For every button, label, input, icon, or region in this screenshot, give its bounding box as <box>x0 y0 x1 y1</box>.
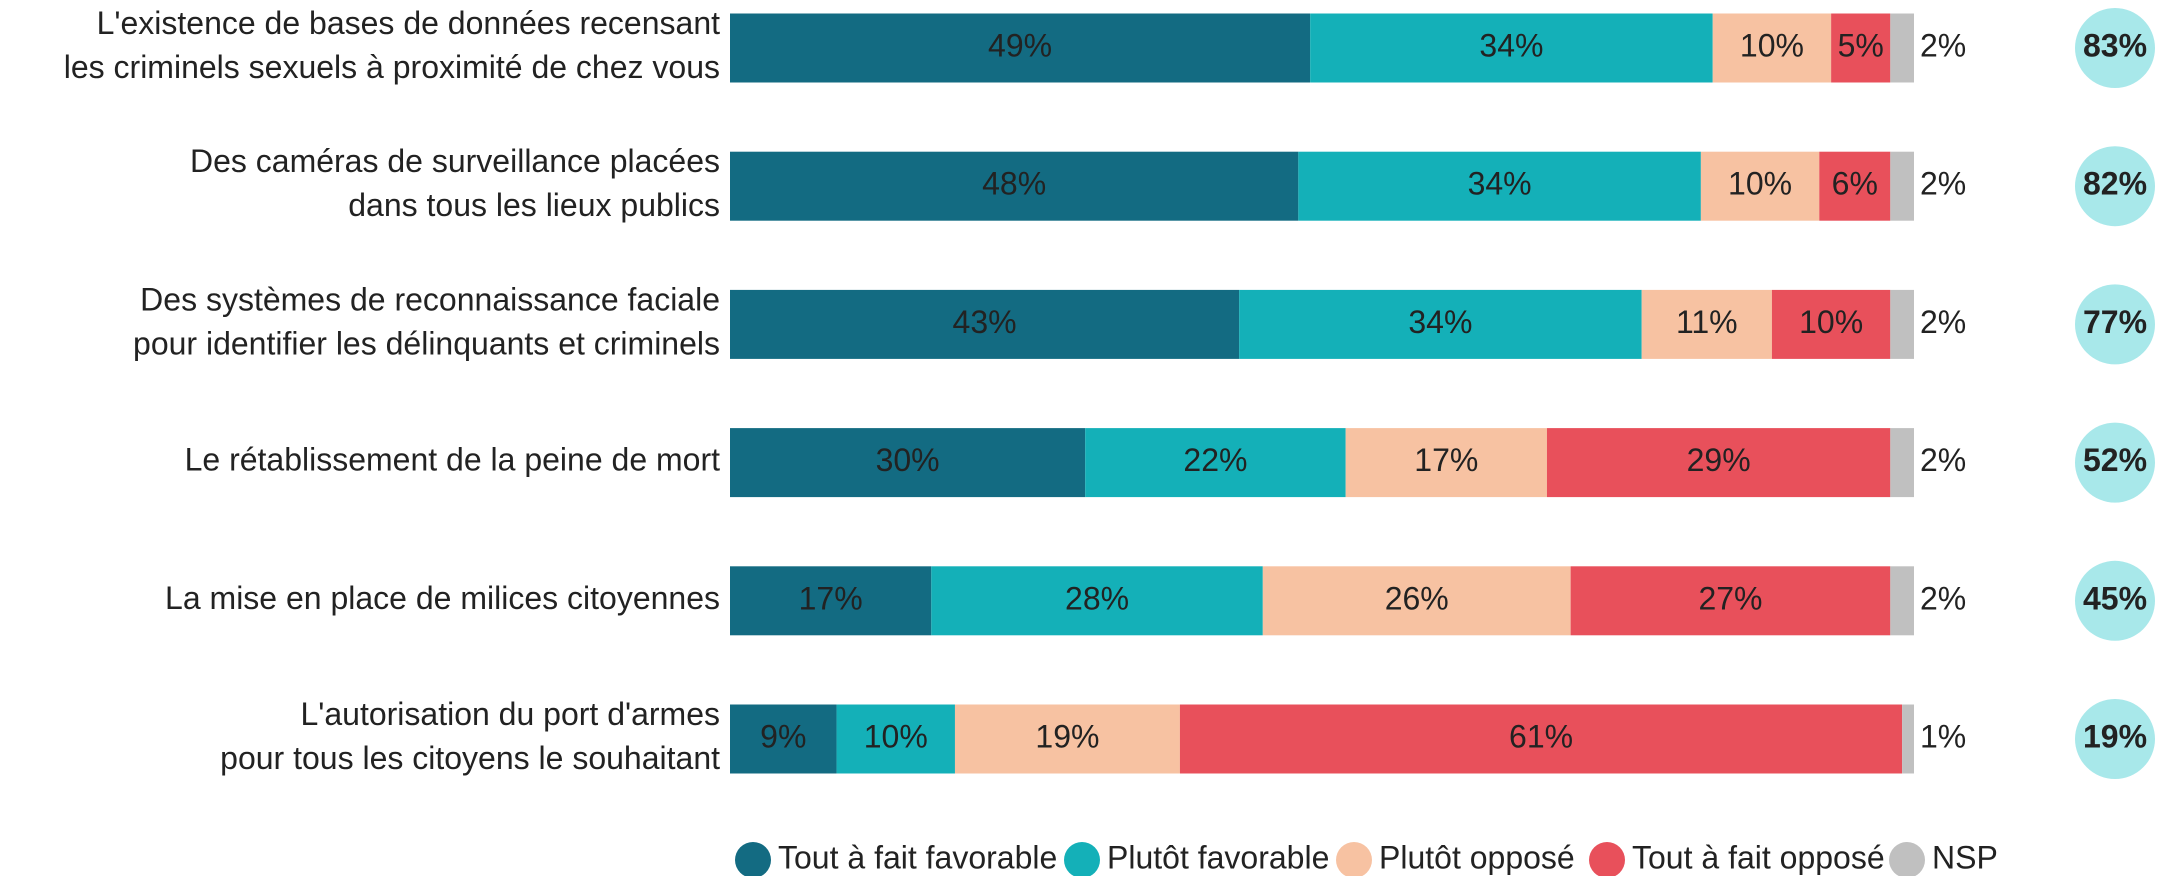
total-label: 77% <box>2083 304 2147 340</box>
bar-segment <box>730 704 837 774</box>
value-label: 2% <box>1920 27 1966 63</box>
bar-segment <box>730 289 1240 359</box>
legend-swatch <box>735 842 771 876</box>
bar-segment <box>1771 289 1891 359</box>
bar-segment <box>1831 13 1891 83</box>
value-label: 49% <box>988 27 1052 63</box>
value-label: 48% <box>982 166 1046 202</box>
value-label: 34% <box>1479 27 1543 63</box>
total-badge <box>2075 8 2155 88</box>
value-label: 5% <box>1838 27 1884 63</box>
bar-segment <box>1239 289 1642 359</box>
legend-label: Plutôt opposé <box>1379 839 1575 875</box>
value-label: 6% <box>1832 166 1878 202</box>
legend-label: Tout à fait opposé <box>1632 839 1885 875</box>
value-label: 29% <box>1687 442 1751 478</box>
value-label: 2% <box>1920 304 1966 340</box>
value-label: 61% <box>1509 718 1573 754</box>
bar-segment <box>1570 566 1891 636</box>
bar-segment <box>954 704 1180 774</box>
value-label: 34% <box>1408 304 1472 340</box>
value-label: 30% <box>876 442 940 478</box>
category-label: L'autorisation du port d'armes pour tous … <box>220 696 720 776</box>
total-badge <box>2075 284 2155 365</box>
total-label: 82% <box>2083 166 2147 202</box>
bar-segment <box>836 704 955 774</box>
category-label: Des systèmes de reconnaissance faciale po… <box>133 282 720 362</box>
legend-swatch <box>1889 842 1925 876</box>
value-label: 11% <box>1676 304 1738 340</box>
bar-segment <box>1890 289 1914 359</box>
category-label: Des caméras de surveillance placées dans … <box>190 144 720 224</box>
value-label: 27% <box>1698 580 1762 616</box>
total-badge <box>2075 146 2155 227</box>
bar-segment <box>1298 151 1701 221</box>
bar-segment <box>1546 428 1891 498</box>
total-label: 52% <box>2083 442 2147 478</box>
value-label: 28% <box>1065 580 1129 616</box>
bar-segment <box>1890 151 1914 221</box>
value-label: 19% <box>1035 718 1099 754</box>
value-label: 17% <box>1414 442 1478 478</box>
bar-segment <box>931 566 1263 636</box>
legend-label: NSP <box>1932 839 1998 875</box>
bar-segment <box>1712 13 1832 83</box>
value-label: 2% <box>1920 166 1966 202</box>
value-label: 2% <box>1920 580 1966 616</box>
value-label: 2% <box>1920 442 1966 478</box>
value-label: 10% <box>1728 166 1792 202</box>
total-badge <box>2075 422 2155 503</box>
value-label: 10% <box>1799 304 1863 340</box>
total-label: 19% <box>2083 718 2147 754</box>
legend-swatch <box>1589 842 1625 876</box>
value-label: 43% <box>953 304 1017 340</box>
bar-segment <box>730 566 932 636</box>
total-badge <box>2075 560 2155 641</box>
bar-segment <box>730 13 1311 83</box>
legend-swatch <box>1064 842 1100 876</box>
bar-segment <box>1345 428 1547 498</box>
category-label: La mise en place de milices citoyennes <box>165 580 720 616</box>
value-label: 26% <box>1385 580 1449 616</box>
legend-label: Tout à fait favorable <box>778 839 1057 875</box>
total-badge <box>2075 699 2155 779</box>
value-label: 22% <box>1183 442 1247 478</box>
bar-segment <box>1641 289 1772 359</box>
total-label: 45% <box>2083 580 2147 616</box>
value-label: 34% <box>1468 166 1532 202</box>
category-label: Le rétablissement de la peine de mort <box>185 442 721 478</box>
bar-segment <box>730 151 1299 221</box>
bar-segment <box>730 428 1086 498</box>
value-label: 10% <box>1740 27 1804 63</box>
bar-segment <box>1085 428 1346 498</box>
value-label: 9% <box>760 718 806 754</box>
bar-segment <box>1890 566 1914 636</box>
bar-segment <box>1179 704 1903 774</box>
total-label: 83% <box>2083 27 2147 63</box>
bar-segment <box>1819 151 1891 221</box>
bar-segment <box>1902 704 1914 774</box>
bar-segment <box>1310 13 1713 83</box>
bar-segment <box>1700 151 1820 221</box>
category-label: L'existence de bases de données recensan… <box>64 5 720 85</box>
value-label: 10% <box>864 718 928 754</box>
bar-segment <box>1890 428 1914 498</box>
legend-label: Plutôt favorable <box>1107 839 1329 875</box>
bar-segment <box>1262 566 1571 636</box>
value-label: 1% <box>1920 718 1966 754</box>
bar-segment <box>1890 13 1914 83</box>
legend-swatch <box>1336 842 1372 876</box>
value-label: 17% <box>799 580 863 616</box>
